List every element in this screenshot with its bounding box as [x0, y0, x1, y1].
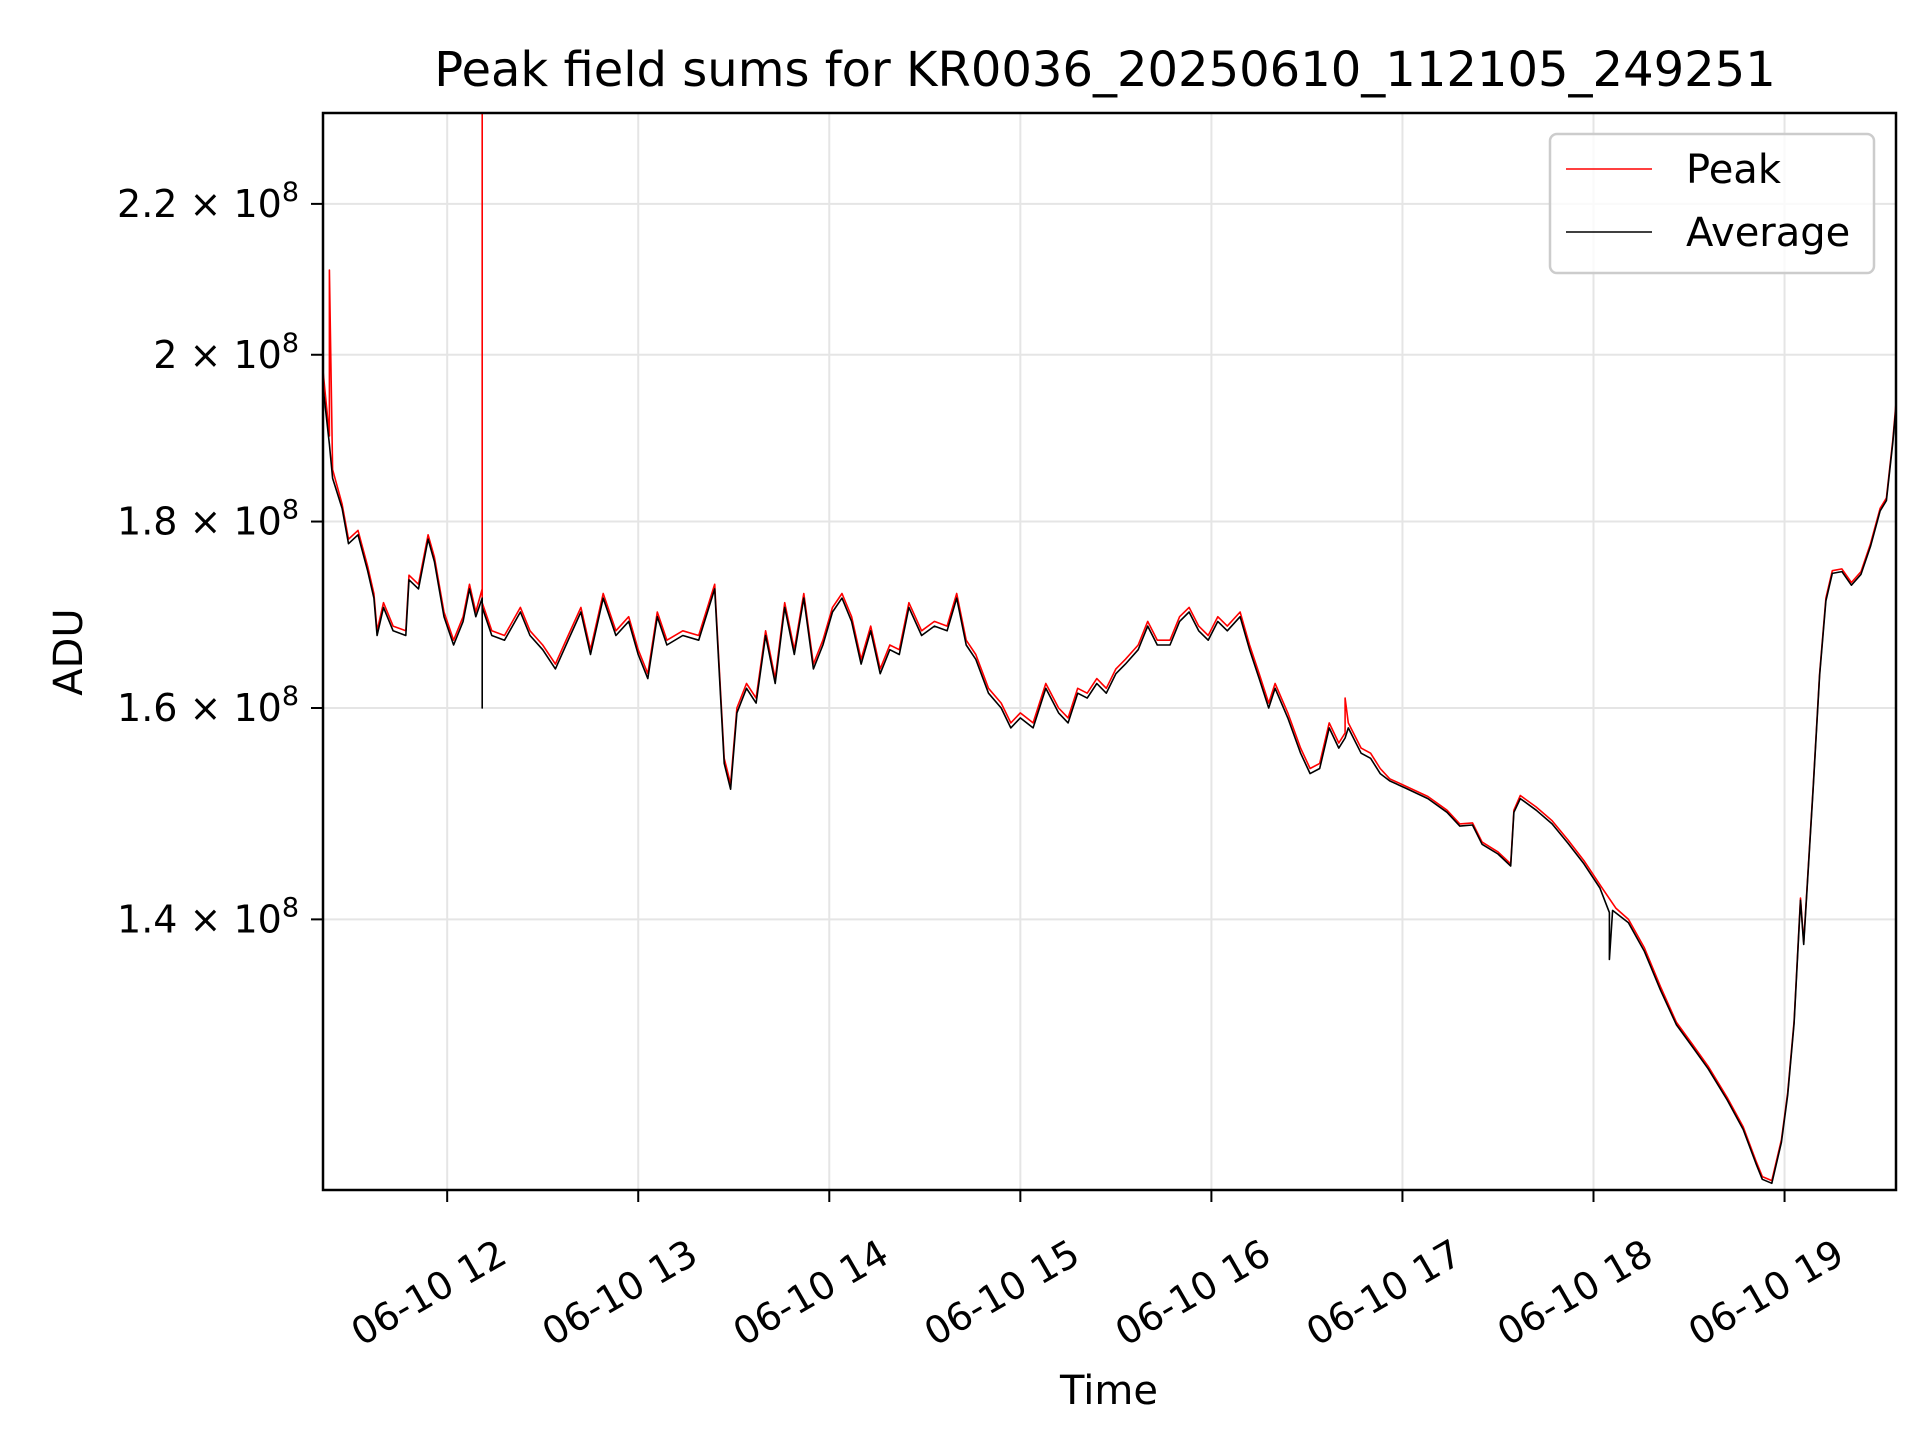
y-tick-label: 2.2 × 108: [117, 177, 299, 226]
y-tick-label: 1.6 × 108: [117, 681, 299, 730]
x-axis-title: Time: [1059, 1368, 1158, 1414]
y-tick-label: 1.4 × 108: [117, 892, 299, 941]
series-lines: [322, 112, 1897, 1185]
plot-frame: [321, 111, 1898, 1192]
y-axis-title: ADU: [46, 608, 92, 695]
series-line-peak: [322, 112, 1897, 1182]
legend-label-average: Average: [1686, 210, 1850, 256]
chart-title: Peak field sums for KR0036_20250610_1121…: [434, 42, 1776, 98]
y-axis-ticks: 1.4 × 108 1.6 × 108 1.8 × 108 2 × 108 2.2 × …: [117, 177, 323, 941]
legend: Peak Average: [1548, 132, 1876, 275]
y-tick-label: 1.8 × 108: [117, 495, 299, 544]
y-tick-label: 2 × 108: [153, 328, 299, 377]
legend-label-peak: Peak: [1686, 147, 1782, 193]
series-line-average: [322, 386, 1897, 1185]
